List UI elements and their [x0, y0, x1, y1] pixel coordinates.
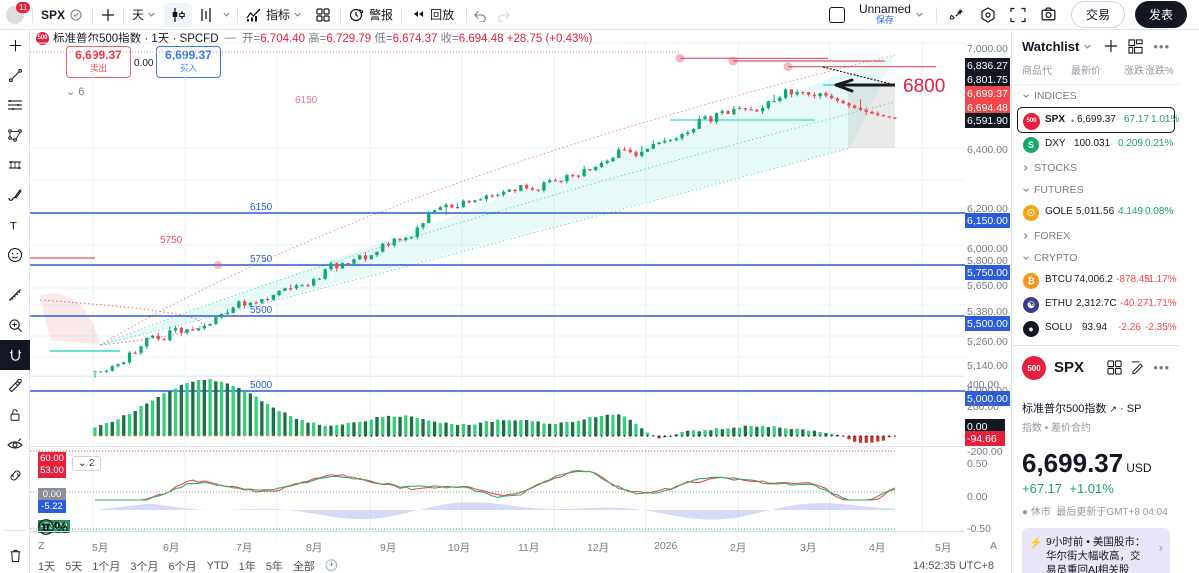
- svg-text:5000: 5000: [250, 380, 273, 391]
- svg-text:T: T: [9, 220, 16, 231]
- svg-text:5750: 5750: [160, 235, 183, 246]
- svg-text:6800: 6800: [903, 76, 945, 97]
- svg-text:6150: 6150: [295, 95, 318, 106]
- svg-text:6150: 6150: [250, 202, 273, 213]
- svg-text:5500: 5500: [250, 305, 273, 316]
- svg-text:5750: 5750: [250, 254, 273, 265]
